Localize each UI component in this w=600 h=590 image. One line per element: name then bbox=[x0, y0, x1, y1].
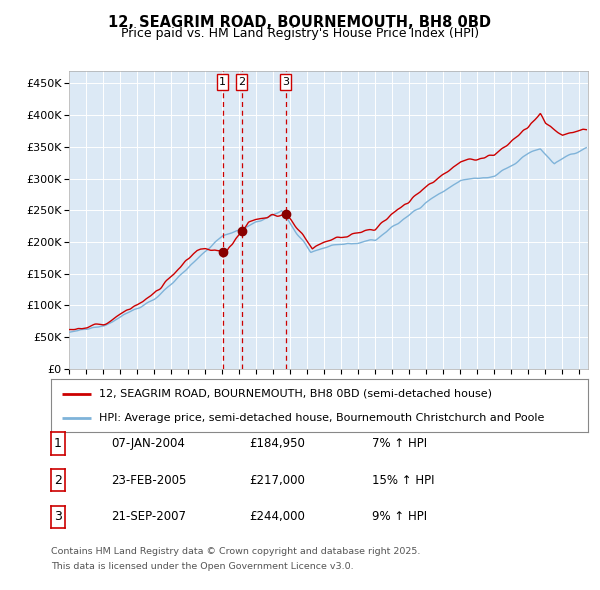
Text: 9% ↑ HPI: 9% ↑ HPI bbox=[372, 510, 427, 523]
Text: £244,000: £244,000 bbox=[249, 510, 305, 523]
Text: £217,000: £217,000 bbox=[249, 474, 305, 487]
Text: This data is licensed under the Open Government Licence v3.0.: This data is licensed under the Open Gov… bbox=[51, 562, 353, 571]
Text: 2: 2 bbox=[238, 77, 245, 87]
Text: 1: 1 bbox=[54, 437, 62, 450]
FancyBboxPatch shape bbox=[236, 74, 247, 90]
Text: 07-JAN-2004: 07-JAN-2004 bbox=[111, 437, 185, 450]
Text: £184,950: £184,950 bbox=[249, 437, 305, 450]
Text: 12, SEAGRIM ROAD, BOURNEMOUTH, BH8 0BD: 12, SEAGRIM ROAD, BOURNEMOUTH, BH8 0BD bbox=[109, 15, 491, 30]
FancyBboxPatch shape bbox=[280, 74, 292, 90]
Text: 21-SEP-2007: 21-SEP-2007 bbox=[111, 510, 186, 523]
Text: 3: 3 bbox=[282, 77, 289, 87]
Text: 12, SEAGRIM ROAD, BOURNEMOUTH, BH8 0BD (semi-detached house): 12, SEAGRIM ROAD, BOURNEMOUTH, BH8 0BD (… bbox=[100, 389, 493, 399]
Text: 1: 1 bbox=[219, 77, 226, 87]
Text: Contains HM Land Registry data © Crown copyright and database right 2025.: Contains HM Land Registry data © Crown c… bbox=[51, 547, 421, 556]
Text: 7% ↑ HPI: 7% ↑ HPI bbox=[372, 437, 427, 450]
Text: 2: 2 bbox=[54, 474, 62, 487]
Text: 23-FEB-2005: 23-FEB-2005 bbox=[111, 474, 187, 487]
Text: HPI: Average price, semi-detached house, Bournemouth Christchurch and Poole: HPI: Average price, semi-detached house,… bbox=[100, 413, 545, 423]
Text: 15% ↑ HPI: 15% ↑ HPI bbox=[372, 474, 434, 487]
Text: 3: 3 bbox=[54, 510, 62, 523]
FancyBboxPatch shape bbox=[217, 74, 229, 90]
Text: Price paid vs. HM Land Registry's House Price Index (HPI): Price paid vs. HM Land Registry's House … bbox=[121, 27, 479, 40]
